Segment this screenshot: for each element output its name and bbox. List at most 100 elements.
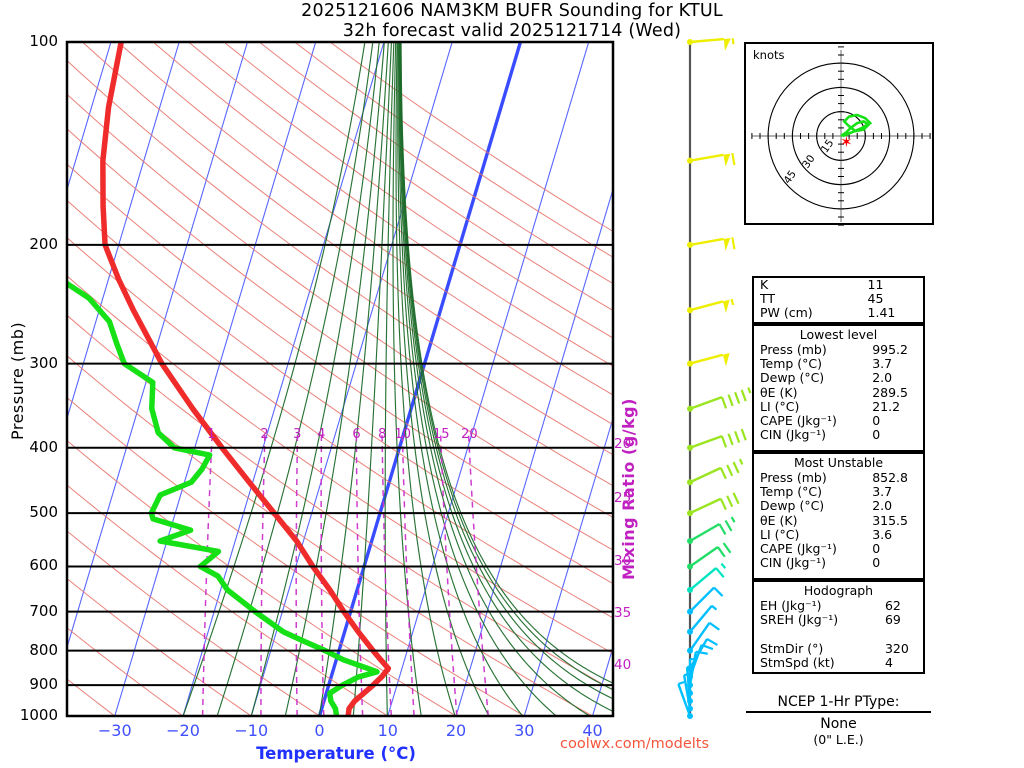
hodograph-stat-value: 62 [884,598,901,613]
hodograph-stats-table: EH (Jkg⁻¹) 62 SREH (Jkg⁻¹) 69 StmDir (°) 320… [754,598,923,670]
watermark: coolwx.com/modelts [560,736,710,752]
most-unstable-value: 3.7 [872,484,893,500]
wind-barb [687,153,736,167]
hodograph-stat-label: StmDir (°) [760,640,824,656]
lowest-level-label: CAPE (Jkg⁻¹) [760,413,837,429]
most-unstable-label: Dewp (°C) [760,498,825,514]
wind-barb [687,428,747,451]
hodograph-stat-label: EH (Jkg⁻¹) [760,598,822,613]
mixing-ratio-side-40: 40 [614,657,632,673]
lowest-level-label: Dewp (°C) [760,370,825,386]
mixing-ratio-tick-10: 10 [394,427,412,442]
most-unstable-value: 0 [872,555,881,571]
ptype-heading: NCEP 1-Hr PType: [746,694,931,713]
wind-barb [687,586,724,615]
lowest-level-value: 0 [872,427,881,443]
mixing-ratio-side-25: 25 [614,490,632,506]
hodograph-stat-row: SREH (Jkg⁻¹) 69 [754,613,923,627]
most-unstable-value: 0 [872,541,881,557]
pressure-tick-400: 400 [29,437,58,456]
hodograph-trace [840,113,873,138]
wind-barb [687,237,736,251]
wind-barb [687,621,720,654]
lowest-level-panel: Lowest level Press (mb) 995.2 Temp (°C) 3.7… [752,324,925,452]
lowest-level-label: Temp (°C) [760,356,823,372]
lowest-level-label: LI (°C) [760,398,800,414]
chart-title-line1: 2025121606 NAM3KM BUFR Sounding for KTUL [301,1,723,21]
index-row: PW (cm) 1.41 [754,306,923,320]
index-value: 45 [867,291,884,307]
pressure-tick-500: 500 [29,503,58,522]
lowest-level-value: 0 [872,413,881,429]
most-unstable-label: Press (mb) [760,470,827,485]
mixing-ratio-tick-1: 1 [207,427,216,442]
most-unstable-row: CAPE (Jkg⁻¹) 0 [754,541,923,557]
most-unstable-heading: Most Unstable [793,455,884,470]
hodograph-stat-label [754,627,881,641]
most-unstable-row: Press (mb) 852.8 [754,470,923,485]
hodograph-stats-panel: Hodograph EH (Jkg⁻¹) 62 SREH (Jkg⁻¹) 69 Stm… [752,580,925,674]
indices-table: K 11 TT 45 PW (cm) 1.41 [754,277,923,321]
hodograph-stat-value: 320 [884,640,909,656]
pressure-tick-1000: 1000 [19,706,58,724]
most-unstable-row: Dewp (°C) 2.0 [754,499,923,513]
most-unstable-row: θE (K) 315.5 [754,512,923,528]
most-unstable-table: Press (mb) 852.8 Temp (°C) 3.7 Dewp (°C) 2.0 θ… [754,470,923,571]
temperature-tick--20: −20 [166,721,200,740]
wind-barb [687,352,730,367]
most-unstable-value: 315.5 [872,512,908,528]
mixing-ratio-tick-4: 4 [317,427,326,442]
pressure-tick-800: 800 [29,640,58,659]
most-unstable-label: LI (°C) [760,526,800,542]
lowest-level-table: Press (mb) 995.2 Temp (°C) 3.7 Dewp (°C) 2.0 θ… [754,342,923,443]
lowest-level-row: θE (K) 289.5 [754,384,923,400]
hodograph-ring-label-45: 45 [781,168,799,186]
temperature-tick-0: 0 [314,721,325,740]
index-row: K 11 [754,277,923,292]
mixing-ratio-side-30: 30 [614,553,632,569]
hodograph-stat-row: StmDir (°) 320 [754,640,923,656]
temperature-tick--30: −30 [97,721,132,740]
mixing-ratio-axis-title: Mixing Ratio (g/kg) [619,398,638,580]
pressure-tick-200: 200 [29,234,58,253]
most-unstable-value: 2.0 [872,498,893,514]
lowest-level-value: 2.0 [872,370,893,386]
index-value: 11 [867,277,884,292]
temperature-tick-30: 30 [514,721,535,740]
lowest-level-value: 3.7 [872,356,893,372]
wind-barb [687,492,740,517]
index-label: PW (cm) [760,305,813,321]
mixing-ratio-tick-3: 3 [293,427,302,442]
ptype-block: NCEP 1-Hr PType: None (0" L.E.) [746,694,931,747]
hodograph-stat-row [754,627,923,641]
index-row: TT 45 [754,292,923,306]
temperature-tick-20: 20 [445,721,467,740]
index-label: K [760,277,769,292]
lowest-level-row: Temp (°C) 3.7 [754,357,923,371]
lowest-level-value: 289.5 [872,384,908,400]
wind-barb [687,37,735,51]
most-unstable-label: CIN (Jkg⁻¹) [760,555,826,571]
most-unstable-label: Temp (°C) [760,484,823,500]
temperature-tick-10: 10 [377,721,398,740]
ptype-value: None [820,716,857,732]
pressure-tick-100: 100 [29,32,58,50]
mixing-ratio-side-20: 20 [614,436,632,452]
hodograph-panel: 15 30 45 ✶ knots [744,42,934,226]
mixing-ratio-side-35: 35 [614,605,632,621]
most-unstable-value: 852.8 [872,470,908,485]
temperature-trace [100,42,392,716]
ptype-liquid-equivalent: (0" L.E.) [813,732,864,747]
temperature-axis-title: Temperature (°C) [256,744,416,763]
indices-panel: K 11 TT 45 PW (cm) 1.41 [752,276,925,324]
wind-barb [687,638,718,672]
pressure-tick-300: 300 [29,353,58,372]
mixing-ratio-tick-20: 20 [461,427,478,442]
most-unstable-value: 3.6 [872,526,893,542]
chart-title-line2: 32h forecast valid 2025121714 (Wed) [342,21,682,41]
lowest-level-row: LI (°C) 21.2 [754,398,923,414]
wind-barb [687,387,752,412]
wind-barb [687,298,735,314]
